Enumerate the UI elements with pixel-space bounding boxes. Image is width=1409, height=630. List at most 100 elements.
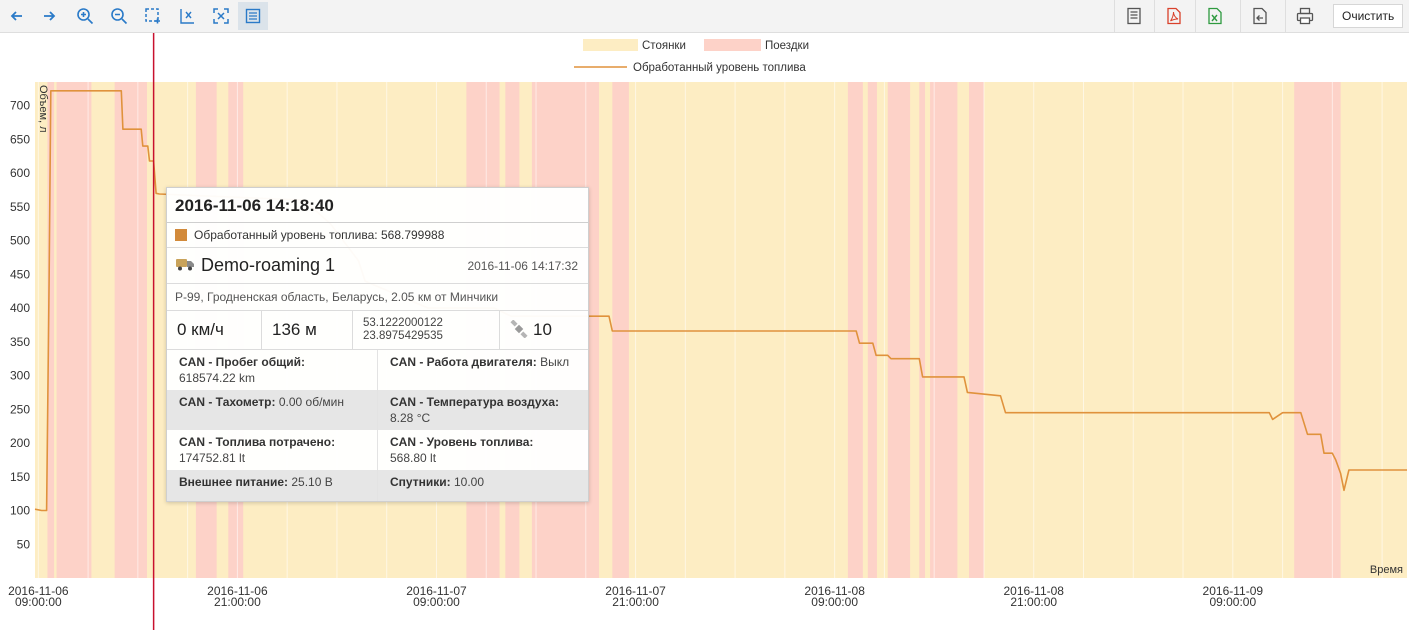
x-tick-date: 2016-11-08 (1003, 584, 1064, 598)
x-tick-time: 09:00:00 (15, 595, 62, 609)
x-tick-time: 09:00:00 (413, 595, 460, 609)
x-tick-time: 21:00:00 (1010, 595, 1057, 609)
sensor-param: Спутники: 10.00 (377, 470, 588, 501)
sensor-param-label: CAN - Температура воздуха: (390, 395, 560, 409)
sensor-param-label: CAN - Топлива потрачено: (179, 435, 336, 449)
y-tick-label: 50 (17, 537, 31, 551)
print-icon[interactable] (1285, 0, 1324, 32)
zoom-select-icon[interactable] (138, 2, 168, 30)
y-tick-label: 550 (10, 200, 30, 214)
sensor-param: CAN - Топлива потрачено: 174752.81 lt (167, 430, 377, 470)
sensor-params-grid: CAN - Пробег общий: 618574.22 km CAN - Ра… (167, 350, 588, 501)
excel-icon[interactable] (1195, 0, 1234, 32)
sensor-param-label: CAN - Тахометр: (179, 395, 276, 409)
reset-zoom-icon[interactable] (206, 2, 236, 30)
sensor-param-value: 8.28 °C (390, 411, 431, 425)
longitude-value: 23.8975429535 (363, 330, 443, 342)
zoom-in-icon[interactable] (70, 2, 100, 30)
layers-list-icon[interactable] (238, 2, 268, 30)
tooltip-unit-row: Demo-roaming 1 2016-11-06 14:17:32 (167, 248, 588, 284)
y-tick-label: 650 (10, 132, 30, 146)
series-color-swatch (175, 229, 187, 241)
tooltip: 2016-11-06 14:18:40 Обработанный уровень… (166, 187, 589, 502)
trip-band (56, 82, 92, 578)
satellites-cell: 10 (500, 311, 588, 349)
truck-icon (175, 257, 195, 274)
y-tick-label: 600 (10, 166, 30, 180)
sensor-param: CAN - Температура воздуха: 8.28 °C (377, 390, 588, 430)
sensor-param-value: 10.00 (453, 475, 484, 489)
x-tick-date: 2016-11-06 (8, 584, 69, 598)
trip-band (919, 82, 926, 578)
tooltip-date: 2016-11-06 14:18:40 (167, 188, 588, 223)
clear-button[interactable]: Очистить (1333, 4, 1404, 28)
sensor-param-value: Выкл (540, 355, 570, 369)
sensor-param-label: CAN - Работа двигателя: (390, 355, 537, 369)
x-tick-date: 2016-11-06 (207, 584, 268, 598)
speed-value: 0 км/ч (177, 320, 224, 339)
trip-band (887, 82, 911, 578)
unit-address: Р-99, Гродненская область, Беларусь, 2.0… (167, 284, 588, 311)
trip-band (969, 82, 984, 578)
satellite-icon (510, 318, 528, 341)
unit-stats: 0 км/ч 136 м 53.1222000122 23.8975429535… (167, 311, 588, 350)
x-tick-time: 21:00:00 (612, 595, 659, 609)
y-tick-label: 250 (10, 402, 30, 416)
sensor-param-label: Внешнее питание: (179, 475, 288, 489)
x-tick-date: 2016-11-09 (1203, 584, 1264, 598)
y-tick-label: 300 (10, 369, 30, 383)
sensor-param: CAN - Пробег общий: 618574.22 km (167, 350, 377, 390)
latitude-value: 53.1222000122 (363, 317, 443, 329)
trip-band (847, 82, 863, 578)
fuel-level-line (34, 89, 1407, 512)
y-tick-label: 200 (10, 436, 30, 450)
sensor-param: Внешнее питание: 25.10 В (167, 470, 377, 501)
coords-cell: 53.1222000122 23.8975429535 (353, 311, 500, 349)
sensor-param-value: 0.00 об/мин (278, 395, 345, 409)
sensor-param: CAN - Работа двигателя: Выкл (377, 350, 588, 390)
y-tick-label: 350 (10, 335, 30, 349)
sensor-param-value: 618574.22 km (179, 371, 256, 385)
arrow-right-icon[interactable] (34, 2, 64, 30)
altitude-cell: 136 м (262, 311, 353, 349)
speed-cell: 0 км/ч (167, 311, 262, 349)
pdf-icon[interactable] (1154, 0, 1193, 32)
y-tick-label: 450 (10, 267, 30, 281)
unit-name: Demo-roaming 1 (201, 255, 336, 275)
document-icon[interactable] (1114, 0, 1153, 32)
legend-swatch-trips (704, 39, 761, 51)
export-icon[interactable] (1240, 0, 1279, 32)
axis-x-icon[interactable] (172, 2, 202, 30)
y-tick-label: 500 (10, 234, 30, 248)
arrow-left-icon[interactable] (2, 2, 32, 30)
x-axis-label: Время (1370, 564, 1403, 576)
y-tick-label: 700 (10, 99, 30, 113)
sensor-param-label: Спутники: (390, 475, 451, 489)
sensor-param-label: CAN - Пробег общий: (179, 355, 305, 369)
x-tick-date: 2016-11-07 (406, 584, 467, 598)
sensor-param-value: 568.80 lt (390, 451, 437, 465)
legend-swatch-stops (583, 39, 638, 51)
series-label: Обработанный уровень топлива: (194, 228, 378, 242)
trip-band (1294, 82, 1341, 578)
sensor-param: CAN - Тахометр: 0.00 об/мин (167, 390, 377, 430)
unit-time: 2016-11-06 14:17:32 (467, 258, 578, 273)
satellites-count: 10 (533, 320, 552, 339)
y-axis-label: Объем, л (37, 85, 49, 133)
trip-band (47, 82, 55, 578)
y-tick-label: 400 (10, 301, 30, 315)
legend-label-trips: Поездки (765, 40, 809, 52)
sensor-param: CAN - Уровень топлива: 568.80 lt (377, 430, 588, 470)
y-tick-label: 150 (10, 470, 30, 484)
sensor-param-value: 25.10 В (291, 475, 333, 489)
series-value: 568.799988 (380, 228, 445, 242)
trip-band (612, 82, 629, 578)
sensor-param-label: CAN - Уровень топлива: (390, 435, 534, 449)
chart-toolbar: Очистить (0, 0, 1409, 33)
y-tick-label: 100 (10, 504, 30, 518)
sensor-param-value: 174752.81 lt (179, 451, 246, 465)
zoom-out-icon[interactable] (104, 2, 134, 30)
x-tick-date: 2016-11-07 (605, 584, 666, 598)
legend-label-fuel: Обработанный уровень топлива (633, 62, 806, 74)
tooltip-series-row: Обработанный уровень топлива: 568.799988 (167, 223, 588, 248)
